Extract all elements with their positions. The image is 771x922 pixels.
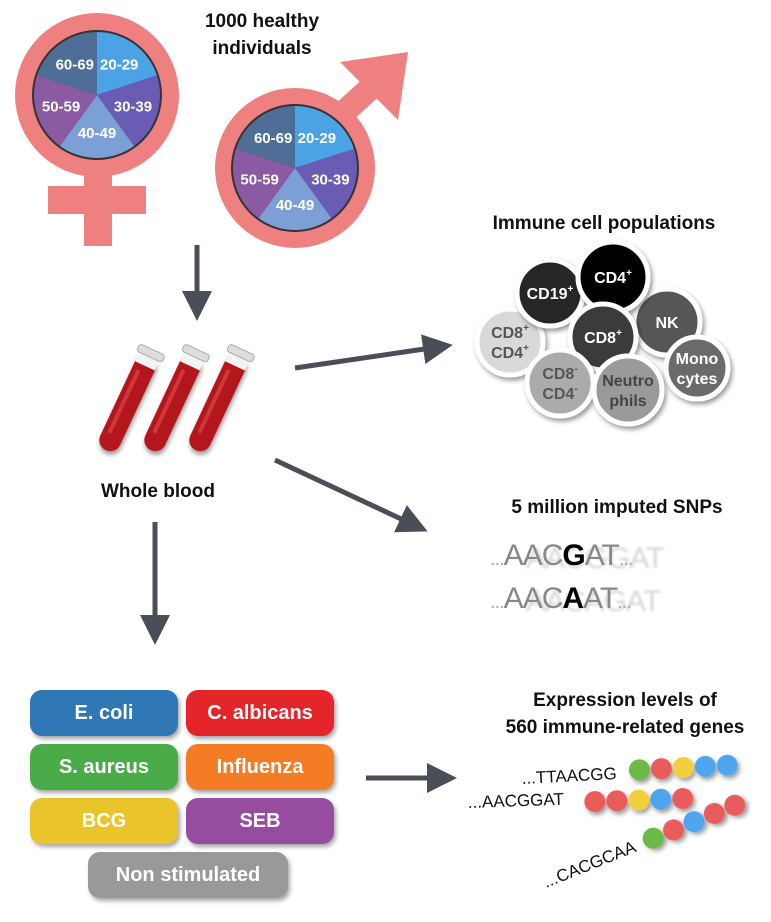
svg-text:NK: NK [655, 315, 679, 332]
stimulus-seb: SEB [186, 798, 334, 844]
svg-text:...TTAACGG: ...TTAACGG [521, 764, 617, 788]
expression-bead [642, 827, 664, 849]
pie-slice-40-49 [258, 168, 332, 231]
stimulus-e-coli: E. coli [30, 690, 178, 736]
svg-text:Neutro: Neutro [602, 373, 654, 390]
pie-slice-20-29 [97, 32, 157, 95]
male-age-pie: 20-29 30-39 40-49 50-59 60-69 [231, 104, 359, 232]
svg-text:CD8+: CD8+ [584, 328, 622, 347]
snp-title: 5 million imputed SNPs [511, 497, 722, 518]
age-label: 50-59 [240, 171, 278, 188]
arrow-blood-to-snps [273, 457, 428, 533]
svg-text:CD4+: CD4+ [594, 268, 632, 287]
expression-bead [584, 791, 606, 813]
age-label: 60-69 [254, 130, 292, 147]
expression-bead [628, 789, 650, 811]
expression-bead [683, 811, 705, 833]
snp-sequence-1: ...AACGAT... [490, 539, 632, 572]
expression-bead [628, 759, 650, 781]
expression-bead [694, 755, 716, 777]
svg-text:CD4-: CD4- [542, 384, 577, 403]
age-label: 40-49 [78, 125, 116, 142]
sample-label: Whole blood [101, 481, 215, 502]
pie-slice-50-59 [34, 75, 97, 146]
expression-bead [650, 788, 672, 810]
age-label: 30-39 [311, 171, 349, 188]
expression-bead [663, 819, 685, 841]
age-label: 30-39 [114, 99, 152, 116]
stimulus-c-albicans: C. albicans [186, 690, 334, 736]
svg-text:AACAGAT: AACAGAT [526, 585, 661, 618]
svg-text:CD19+: CD19+ [527, 284, 574, 303]
age-label: 60-69 [56, 56, 94, 73]
expression-bead [650, 758, 672, 780]
snp-seq-shadow: AACGGAT AACAGAT [526, 542, 665, 618]
age-label: 50-59 [42, 99, 80, 116]
gene-row-1: ...TTAACGG [521, 754, 738, 788]
svg-text:Mono: Mono [676, 351, 719, 368]
pie-slice-50-59 [233, 148, 295, 219]
cell-neutrophils: Neutro phils [591, 353, 665, 427]
female-age-pie: 20-29 30-39 40-49 50-59 60-69 [32, 30, 162, 160]
stimulus-influenza: Influenza [186, 744, 334, 790]
expression-title-2: 560 immune-related genes [506, 717, 745, 738]
cell-cd19: CD19+ [514, 257, 586, 329]
pie-slice-30-39 [97, 75, 160, 146]
immune-cells: CD8+CD4+CD19+NKCD4+CD8+MonocytesCD8-CD4-… [474, 239, 731, 427]
cell-monocytes: Mono cytes [663, 334, 731, 402]
blood-tube-icon [99, 344, 165, 452]
age-label: 40-49 [276, 197, 314, 214]
stimulus-non-stimulated: Non stimulated [88, 852, 288, 898]
male-symbol-icon: 20-29 30-39 40-49 50-59 60-69 [215, 52, 408, 248]
expression-bead [672, 757, 694, 779]
cell-cd8cd4: CD8+CD4+ [474, 306, 546, 378]
svg-text:phils: phils [609, 393, 646, 410]
svg-text:AACGGAT: AACGGAT [526, 542, 664, 575]
expression-bead [672, 787, 694, 809]
expression-bead [724, 794, 746, 816]
pie-slice-60-69 [236, 106, 295, 168]
stimulus-s-aureus: S. aureus [30, 744, 178, 790]
blood-tube-icon [189, 344, 255, 452]
svg-text:...AACGGAT: ...AACGGAT [467, 790, 564, 812]
age-label: 20-29 [298, 130, 336, 147]
svg-text:cytes: cytes [677, 371, 718, 388]
cohort-title: 1000 healthy [205, 11, 319, 32]
flow-arrows [140, 245, 457, 793]
pie-slice-30-39 [295, 148, 357, 219]
svg-text:...CACGCAA: ...CACGCAA [540, 837, 639, 892]
expression-bead [716, 754, 738, 776]
cell-cd4: CD4+ [575, 239, 651, 315]
pie-slice-40-49 [59, 95, 135, 158]
cell-cd8cd4: CD8-CD4- [524, 347, 596, 419]
gene-row-2: ...AACGGAT [467, 787, 694, 813]
expression-bead [606, 790, 628, 812]
svg-text:CD8+: CD8+ [491, 323, 529, 342]
arrow-blood-to-cells [294, 334, 453, 371]
age-label: 20-29 [100, 56, 138, 73]
pie-slice-60-69 [37, 32, 97, 95]
cohort-title-2: individuals [212, 38, 311, 59]
expression-bead [703, 803, 725, 825]
snp-sequence-2: ...AACAAT... [490, 582, 631, 615]
blood-tube-icon [144, 344, 210, 452]
female-symbol-icon: 20-29 30-39 40-49 50-59 60-69 [15, 13, 179, 246]
expression-title-1: Expression levels of [533, 690, 717, 711]
pie-slice-20-29 [295, 106, 354, 168]
immune-title: Immune cell populations [493, 213, 716, 234]
svg-text:CD4+: CD4+ [491, 343, 529, 362]
svg-text:CD8-: CD8- [542, 364, 577, 383]
stimulus-bcg: BCG [30, 798, 178, 844]
blood-tubes-icon [99, 344, 255, 452]
